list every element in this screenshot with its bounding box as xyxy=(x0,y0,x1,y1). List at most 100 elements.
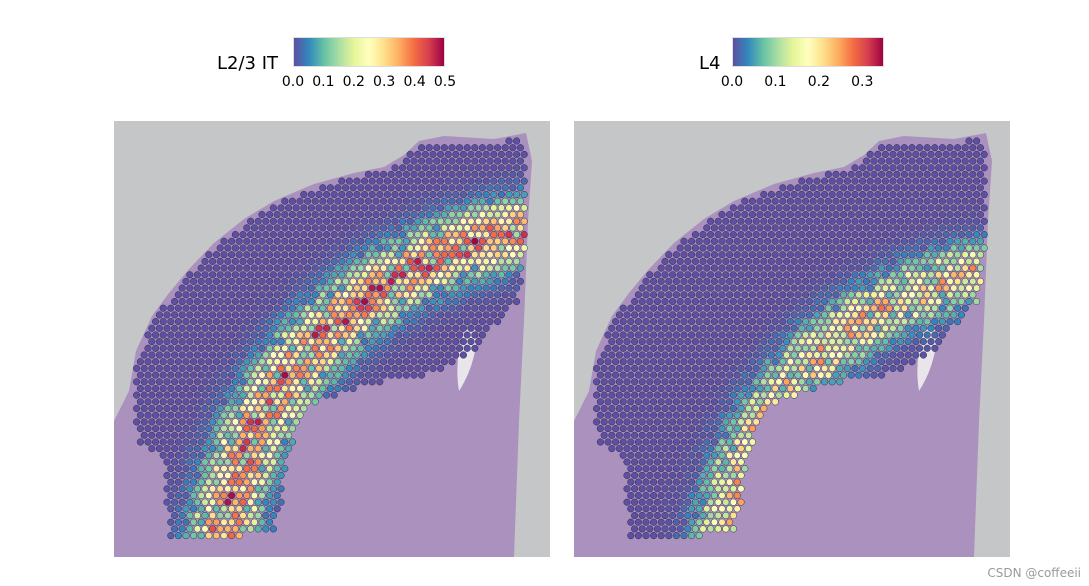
spot xyxy=(133,418,141,426)
spot xyxy=(688,505,696,513)
spot xyxy=(182,411,190,419)
spot xyxy=(680,291,688,299)
spot xyxy=(976,144,984,152)
spot xyxy=(798,324,806,332)
spot xyxy=(395,251,403,259)
spot xyxy=(646,471,654,479)
spot xyxy=(619,425,627,433)
spot xyxy=(414,324,422,332)
spot xyxy=(433,358,441,366)
spot xyxy=(292,271,300,279)
spot xyxy=(828,271,836,279)
spot xyxy=(672,251,680,259)
spot xyxy=(239,404,247,413)
spot xyxy=(646,297,654,306)
spot xyxy=(703,344,711,352)
spot xyxy=(288,384,296,393)
spot xyxy=(383,204,391,212)
spot xyxy=(433,344,441,352)
spot xyxy=(391,324,399,332)
spot xyxy=(927,311,935,319)
spot xyxy=(809,251,817,259)
spot xyxy=(467,324,475,332)
spot xyxy=(190,304,198,312)
spot xyxy=(661,338,669,346)
spot xyxy=(612,398,620,406)
spot xyxy=(843,204,851,212)
spot xyxy=(292,231,300,239)
spot xyxy=(881,297,889,306)
spot xyxy=(323,204,331,212)
spot xyxy=(186,458,194,466)
spot xyxy=(733,491,741,500)
spot xyxy=(319,224,327,232)
spot xyxy=(209,458,217,466)
spot xyxy=(281,358,289,366)
spot xyxy=(345,244,353,252)
spot xyxy=(957,190,965,199)
spot xyxy=(292,217,300,225)
spot xyxy=(638,498,646,506)
spot xyxy=(726,505,734,513)
spot xyxy=(444,311,452,319)
spot xyxy=(786,251,794,259)
spot xyxy=(296,331,304,339)
spot xyxy=(900,277,908,285)
spot xyxy=(843,190,851,199)
spot xyxy=(798,351,806,359)
spot xyxy=(870,170,878,178)
spot xyxy=(669,297,677,306)
spot xyxy=(938,318,946,326)
spot xyxy=(847,224,855,232)
spot xyxy=(741,358,749,366)
spot xyxy=(623,324,631,332)
spot xyxy=(957,150,965,158)
spot xyxy=(418,157,426,165)
spot xyxy=(220,304,228,312)
spot xyxy=(292,311,300,319)
spot xyxy=(672,505,680,513)
spot xyxy=(262,485,270,493)
spot xyxy=(931,170,939,178)
spot xyxy=(262,324,270,332)
spot xyxy=(243,384,251,393)
spot xyxy=(258,451,266,459)
spot xyxy=(463,318,471,326)
spot xyxy=(155,445,163,453)
spot xyxy=(631,324,639,332)
spot xyxy=(889,271,897,279)
spot xyxy=(197,465,205,473)
spot xyxy=(509,224,517,232)
spot xyxy=(247,378,255,386)
spot xyxy=(429,257,437,265)
spot xyxy=(266,491,274,500)
spot xyxy=(923,291,931,299)
spot xyxy=(486,184,494,192)
spot xyxy=(657,264,665,272)
spot xyxy=(623,391,631,399)
spot xyxy=(942,217,950,225)
spot xyxy=(444,164,452,172)
spot xyxy=(239,391,247,399)
spot xyxy=(463,291,471,299)
spot xyxy=(262,297,270,306)
spot xyxy=(805,364,813,372)
spot xyxy=(870,224,878,232)
spot xyxy=(178,458,186,466)
spot xyxy=(870,344,878,352)
spot xyxy=(231,257,239,265)
spot xyxy=(319,384,327,393)
spot xyxy=(866,244,874,252)
spot xyxy=(190,384,198,393)
spot xyxy=(722,418,730,426)
spot xyxy=(467,257,475,265)
spot xyxy=(212,465,220,473)
spot xyxy=(186,297,194,306)
spot xyxy=(847,291,855,299)
spot xyxy=(695,451,703,459)
spot xyxy=(269,311,277,319)
spot xyxy=(319,184,327,192)
spot xyxy=(201,391,209,399)
spot xyxy=(159,398,167,406)
spot xyxy=(874,244,882,252)
